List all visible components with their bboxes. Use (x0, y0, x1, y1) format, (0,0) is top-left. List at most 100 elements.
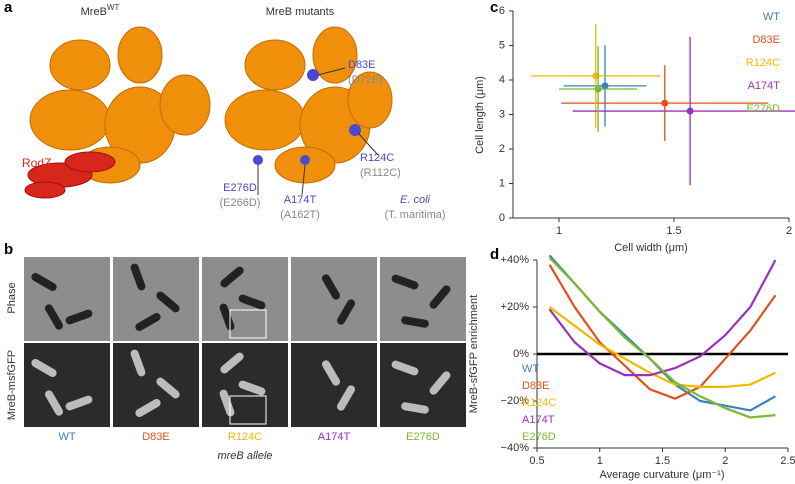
cell (322, 360, 340, 386)
column-label: R124C (228, 431, 262, 443)
y-axis-label: Cell length (μm) (474, 76, 486, 154)
mutation: D83E (348, 59, 376, 71)
x-axis-label: Cell width (μm) (614, 242, 688, 254)
legend-entry: D83E (752, 34, 780, 46)
x-tick-label: 1 (556, 225, 562, 237)
cell (391, 360, 419, 376)
panel-label: d (490, 246, 499, 263)
micrograph (24, 343, 110, 427)
x-tick-label: 2 (722, 455, 728, 467)
cell (31, 359, 57, 377)
inset (229, 309, 267, 339)
point (686, 107, 694, 115)
legend-entry: WT (763, 11, 780, 23)
x-tick-label: 1.5 (655, 455, 670, 467)
x-axis-label: mreB allele (217, 450, 272, 462)
ortholog: (D72E) (348, 74, 383, 86)
ortholog-species: (T. maritima) (384, 209, 445, 221)
cell (156, 377, 180, 399)
callouts (257, 67, 379, 196)
cell (401, 316, 429, 328)
cell (31, 273, 57, 291)
cell (219, 389, 235, 417)
point (661, 99, 669, 107)
mutation: E276D (223, 182, 257, 194)
micrograph (113, 343, 199, 427)
rodz-label: RodZ (22, 156, 51, 170)
y-tick-label: 2 (499, 143, 505, 155)
column-label: D83E (142, 431, 170, 443)
ortholog: (E266D) (220, 197, 261, 209)
cell (130, 263, 146, 291)
point (601, 82, 609, 90)
y-tick-label: −40% (501, 442, 530, 454)
column-label: A174T (318, 431, 351, 443)
y-tick-label: 3 (499, 108, 505, 120)
species: E. coli (400, 194, 431, 206)
wt-title: MreBWT (81, 3, 120, 18)
structure-rodz (24, 151, 116, 199)
y-tick-label: 5 (499, 39, 505, 51)
cell (135, 313, 161, 331)
line (548, 306, 776, 388)
micrograph (380, 257, 466, 341)
cell (65, 309, 93, 325)
line (548, 256, 776, 419)
cell (429, 371, 451, 395)
structure-wt (29, 26, 211, 184)
y-tick-label: 0% (513, 348, 529, 360)
cell (45, 304, 63, 330)
legend-entry: A174T (748, 80, 781, 92)
cell (401, 402, 429, 414)
panel-label: a (4, 0, 13, 16)
inset (229, 395, 267, 425)
x-tick-label: 0.5 (529, 455, 544, 467)
micrograph (24, 257, 110, 341)
y-tick-label: 1 (499, 177, 505, 189)
y-tick-label: 0 (499, 212, 505, 224)
cell (220, 266, 244, 288)
row-label: Phase (6, 282, 18, 313)
cell (322, 274, 340, 300)
column-label: E276D (406, 431, 440, 443)
title-sup: WT (107, 3, 120, 12)
y-tick-label: +20% (501, 301, 530, 313)
y-tick-label: +40% (501, 254, 530, 266)
mutants-title: MreB mutants (266, 6, 335, 18)
cell (391, 274, 419, 290)
y-tick-label: 4 (499, 74, 505, 86)
micrographs (24, 257, 466, 427)
cell (220, 352, 244, 374)
mutation-sites (253, 69, 361, 165)
x-tick-label: 2.5 (780, 455, 795, 467)
cell (65, 395, 93, 411)
cell (238, 294, 266, 310)
cell (130, 349, 146, 377)
line (548, 264, 777, 400)
cell (156, 291, 180, 313)
legend-entry: E276D (746, 103, 780, 115)
legend-entry: A174T (522, 414, 555, 426)
column-label: WT (58, 431, 75, 443)
micrograph (380, 343, 466, 427)
x-tick-label: 1 (597, 455, 603, 467)
legend-entry: WT (522, 363, 539, 375)
micrograph (113, 257, 199, 341)
legend-entry: R124C (522, 397, 556, 409)
legend-entry: D83E (522, 380, 550, 392)
panel-label: c (490, 0, 498, 16)
xlabel: mreB allele (217, 450, 272, 462)
legend-entry: E276D (522, 431, 556, 443)
x-tick-label: 1.5 (666, 225, 681, 237)
cell (429, 285, 451, 309)
y-tick-label: 6 (499, 5, 505, 17)
legend-entry: R124C (746, 57, 780, 69)
cell (337, 385, 355, 411)
y-tick-label: −20% (501, 395, 530, 407)
point (594, 85, 602, 93)
cell (135, 399, 161, 417)
y-axis-label: MreB-sfGFP enrichment (468, 295, 480, 413)
x-axis-label: Average curvature (μm⁻¹) (599, 469, 724, 481)
